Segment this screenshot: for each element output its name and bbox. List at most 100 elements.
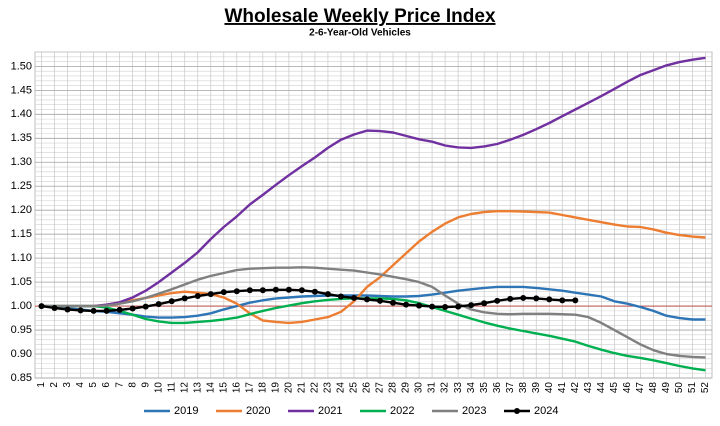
- series-marker: [337, 293, 344, 300]
- series-marker: [363, 296, 370, 303]
- series-line: [41, 266, 706, 359]
- y-tick-label: 1.30: [11, 156, 32, 168]
- x-tick-label: 26: [362, 382, 373, 394]
- series-marker: [181, 295, 188, 302]
- series-marker: [468, 302, 475, 309]
- x-tick-label: 11: [166, 382, 177, 393]
- legend-label: 2024: [534, 405, 558, 417]
- x-tick-label: 22: [310, 382, 321, 394]
- series-marker: [390, 299, 397, 306]
- series-marker: [90, 307, 97, 314]
- x-tick-label: 44: [596, 382, 607, 394]
- x-tick-label: 21: [297, 382, 308, 394]
- x-tick-label: 46: [622, 382, 633, 394]
- series-marker: [350, 294, 357, 301]
- y-tick-label: 1.00: [11, 300, 32, 312]
- series-marker: [64, 306, 71, 313]
- y-tick-label: 1.35: [11, 132, 32, 144]
- series-marker: [142, 303, 149, 310]
- y-tick-label: 1.20: [11, 204, 32, 216]
- series-line: [41, 285, 706, 321]
- legend-label: 2022: [390, 405, 414, 417]
- x-tick-label: 33: [453, 382, 464, 394]
- x-tick-label: 16: [231, 382, 242, 394]
- x-tick-label: 47: [635, 382, 646, 394]
- series-marker: [481, 300, 488, 307]
- x-tick-label: 28: [388, 382, 399, 394]
- x-tick-label: 42: [570, 382, 581, 394]
- series-marker: [168, 298, 175, 305]
- x-tick-label: 48: [648, 382, 659, 394]
- series-marker: [507, 295, 514, 302]
- x-tick-label: 15: [218, 382, 229, 394]
- series-marker: [442, 304, 449, 311]
- x-tick-label: 51: [687, 382, 698, 394]
- x-tick-label: 29: [401, 382, 412, 394]
- series-marker: [324, 291, 331, 298]
- series-marker: [559, 297, 566, 304]
- legend-label: 2021: [318, 405, 342, 417]
- series-marker: [246, 287, 253, 294]
- series-marker: [416, 302, 423, 309]
- x-tick-label: 35: [479, 382, 490, 394]
- chart-title: Wholesale Weekly Price Index: [224, 6, 495, 27]
- x-tick-label: 43: [583, 382, 594, 394]
- series-marker: [77, 307, 84, 314]
- x-tick-label: 24: [336, 382, 347, 394]
- x-tick-label: 18: [257, 382, 268, 394]
- legend-label: 2020: [246, 405, 270, 417]
- legend-marker: [514, 408, 520, 414]
- series-line: [41, 56, 706, 308]
- series-marker: [116, 306, 123, 313]
- y-tick-label: 1.10: [11, 252, 32, 264]
- x-tick-label: 30: [414, 382, 425, 394]
- y-tick-label: 0.90: [11, 348, 32, 360]
- series-marker: [403, 301, 410, 308]
- x-tick-label: 8: [127, 382, 138, 388]
- x-tick-label: 17: [244, 382, 255, 394]
- x-tick-label: 52: [700, 382, 711, 394]
- x-tick-label: 5: [88, 382, 99, 388]
- series-marker: [194, 293, 201, 300]
- x-tick-label: 19: [270, 382, 281, 394]
- x-tick-label: 14: [205, 382, 216, 394]
- y-tick-label: 0.85: [11, 372, 32, 384]
- series-marker: [298, 287, 305, 294]
- series-marker: [272, 286, 279, 293]
- series-marker: [129, 305, 136, 312]
- x-tick-label: 41: [557, 382, 568, 394]
- chart-subtitle: 2-6-Year-Old Vehicles: [309, 28, 411, 39]
- series-marker: [311, 288, 318, 295]
- x-tick-label: 31: [427, 382, 438, 394]
- y-tick-label: 0.95: [11, 324, 32, 336]
- y-tick-label: 1.05: [11, 276, 32, 288]
- series-marker: [572, 297, 579, 304]
- x-tick-label: 20: [284, 382, 295, 394]
- x-tick-label: 32: [440, 382, 451, 394]
- y-tick-label: 1.45: [11, 84, 32, 96]
- series-marker: [520, 294, 527, 301]
- x-tick-label: 12: [179, 382, 190, 394]
- x-tick-label: 36: [492, 382, 503, 394]
- x-tick-label: 27: [375, 382, 386, 394]
- series-marker: [155, 301, 162, 308]
- series-marker: [103, 307, 110, 314]
- series-marker: [377, 297, 384, 304]
- x-tick-label: 39: [531, 382, 542, 394]
- x-tick-label: 9: [140, 382, 151, 388]
- x-tick-label: 7: [114, 382, 125, 388]
- series-marker: [259, 287, 266, 294]
- series-marker: [51, 305, 58, 312]
- x-tick-label: 23: [323, 382, 334, 394]
- series-marker: [455, 303, 462, 310]
- series-marker: [207, 291, 214, 298]
- x-tick-label: 2: [49, 382, 60, 388]
- series-marker: [233, 288, 240, 295]
- y-tick-label: 1.50: [11, 60, 32, 72]
- x-tick-label: 45: [609, 382, 620, 394]
- y-tick-label: 1.25: [11, 180, 32, 192]
- series-marker: [546, 296, 553, 303]
- legend-label: 2019: [174, 405, 198, 417]
- x-tick-label: 3: [62, 382, 73, 388]
